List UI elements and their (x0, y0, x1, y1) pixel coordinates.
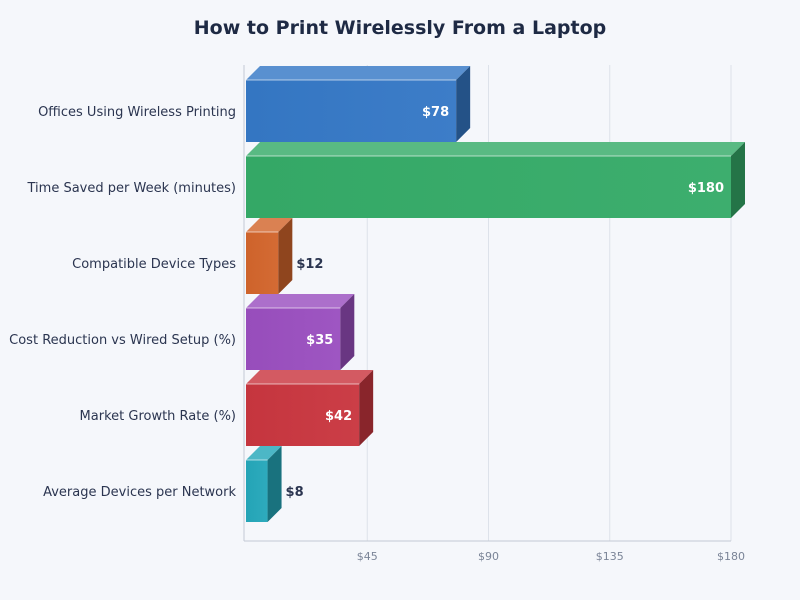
bar-side (267, 446, 282, 522)
category-label: Time Saved per Week (minutes) (27, 181, 236, 196)
bar-value-label: $180 (688, 181, 724, 196)
bar-front (246, 80, 457, 142)
bar: $180 (246, 142, 745, 218)
bar-top (246, 294, 355, 308)
bar: $12 (246, 218, 323, 294)
x-tick-label: $135 (596, 550, 624, 563)
bar-top (246, 142, 745, 156)
bar: $35 (246, 294, 355, 370)
chart-title: How to Print Wirelessly From a Laptop (194, 17, 606, 39)
bar-value-label: $78 (422, 105, 449, 120)
bar-value-label: $12 (296, 257, 323, 272)
bar-value-label: $42 (325, 409, 352, 424)
x-tick-label: $90 (478, 550, 499, 563)
bar-value-label: $35 (306, 333, 333, 348)
bar-top (246, 370, 374, 384)
category-label: Market Growth Rate (%) (80, 409, 236, 424)
bar-side (359, 370, 374, 446)
category-label: Compatible Device Types (72, 257, 236, 272)
x-tick-label: $180 (717, 550, 745, 563)
bar: $78 (246, 66, 471, 142)
axes: $45 $90 $135 $180 (243, 65, 745, 563)
bar-value-label: $8 (286, 485, 304, 500)
bar-top (246, 218, 293, 232)
bar-top (246, 446, 282, 460)
bar-side (278, 218, 293, 294)
bar: $8 (246, 446, 304, 522)
bar-front (246, 460, 268, 522)
x-tick-label: $45 (357, 550, 378, 563)
category-label: Average Devices per Network (43, 485, 236, 500)
bar-front (246, 384, 360, 446)
bar-top (246, 66, 471, 80)
category-label: Cost Reduction vs Wired Setup (%) (9, 333, 236, 348)
bar-side (731, 142, 745, 218)
bar-side (456, 66, 471, 142)
bar-side (340, 294, 355, 370)
bar: $42 (246, 370, 374, 446)
bars: $8 $42 $35 $12 $180 $78 (246, 66, 745, 522)
bar-front (246, 232, 279, 294)
category-label: Offices Using Wireless Printing (38, 105, 236, 120)
bar-front (246, 308, 341, 370)
bar-front (246, 156, 731, 218)
category-labels: Average Devices per Network Market Growth… (9, 105, 236, 500)
